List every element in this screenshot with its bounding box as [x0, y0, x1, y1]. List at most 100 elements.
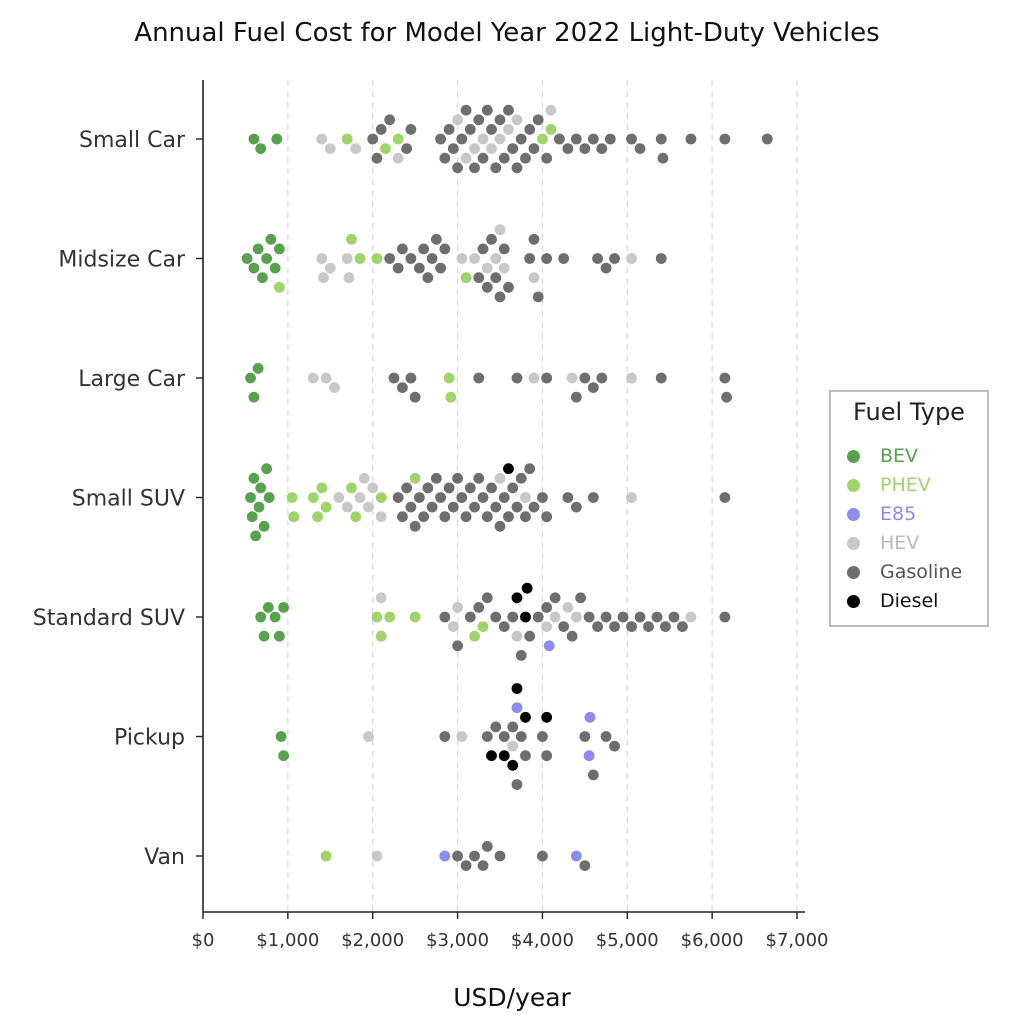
data-point-gasoline: [401, 482, 413, 494]
data-point-bev: [252, 243, 264, 255]
legend-label: PHEV: [880, 474, 931, 496]
data-point-gasoline: [498, 621, 510, 632]
data-point-gasoline: [507, 611, 519, 623]
data-point-gasoline: [537, 492, 548, 503]
data-point-hev: [452, 602, 463, 613]
data-point-hev: [486, 143, 497, 155]
data-point-gasoline: [418, 243, 430, 255]
data-point-gasoline: [579, 860, 591, 871]
data-point-bev: [253, 501, 265, 513]
data-point-gasoline: [685, 133, 697, 145]
data-point-gasoline: [515, 650, 527, 661]
legend: Fuel Type BEV PHEV E85 HEV Gasoline Diesel: [829, 390, 989, 627]
data-point-phev: [341, 133, 353, 145]
data-point-e85: [543, 640, 555, 652]
legend-marker: [847, 449, 860, 463]
data-point-hev: [456, 253, 468, 264]
data-point-gasoline: [439, 152, 451, 164]
data-point-bev: [246, 511, 258, 523]
data-point-gasoline: [655, 372, 667, 384]
data-point-phev: [460, 272, 472, 284]
legend-label: Diesel: [880, 590, 939, 612]
data-point-gasoline: [426, 501, 438, 513]
data-point-gasoline: [397, 382, 408, 393]
data-point-gasoline: [405, 253, 417, 264]
data-point-bev: [245, 492, 256, 503]
legend-marker: [847, 536, 860, 550]
data-point-hev: [626, 372, 637, 384]
data-point-hev: [316, 133, 328, 145]
x-tick-label: $2,000: [341, 930, 404, 951]
data-point-gasoline: [503, 104, 514, 116]
data-point-bev: [265, 233, 277, 245]
data-point-phev: [375, 630, 387, 642]
data-point-hev: [503, 123, 514, 135]
data-point-gasoline: [439, 731, 451, 742]
data-point-hev: [333, 492, 345, 503]
data-point-gasoline: [511, 162, 523, 174]
data-point-bev: [271, 133, 283, 145]
data-point-gasoline: [477, 492, 489, 503]
data-point-gasoline: [520, 750, 531, 762]
data-point-gasoline: [554, 133, 565, 145]
data-point-gasoline: [452, 472, 463, 484]
x-axis-label: USD/year: [453, 983, 571, 1012]
data-point-hev: [494, 133, 506, 145]
data-point-gasoline: [481, 841, 493, 852]
data-point-gasoline: [460, 104, 472, 116]
data-point-hev: [363, 731, 374, 742]
category-label: Standard SUV: [33, 606, 185, 631]
data-point-hev: [392, 152, 404, 164]
data-point-bev: [261, 253, 273, 264]
data-point-gasoline: [490, 721, 502, 733]
data-point-bev: [258, 630, 270, 642]
data-point-diesel: [511, 683, 523, 694]
data-points: [241, 104, 773, 871]
data-point-gasoline: [587, 492, 599, 503]
data-point-diesel: [521, 582, 533, 594]
data-point-bev: [269, 262, 281, 274]
data-point-gasoline: [587, 382, 599, 393]
data-point-e85: [570, 850, 582, 862]
data-point-gasoline: [579, 372, 591, 384]
data-point-gasoline: [592, 253, 603, 264]
legend-item-phev: PHEV: [847, 471, 931, 499]
data-point-bev: [258, 520, 270, 532]
data-point-gasoline: [456, 492, 468, 503]
legend-marker: [847, 507, 860, 521]
x-tick-label: $5,000: [596, 930, 659, 951]
data-point-gasoline: [609, 621, 620, 632]
data-point-bev: [275, 731, 287, 742]
data-point-gasoline: [549, 592, 561, 604]
x-tick-label: $0: [192, 930, 215, 951]
data-point-gasoline: [541, 152, 553, 164]
data-point-phev: [537, 133, 548, 145]
legend-title: Fuel Type: [853, 398, 965, 426]
data-point-gasoline: [430, 472, 442, 484]
data-point-hev: [320, 372, 332, 384]
data-point-gasoline: [418, 511, 430, 523]
data-point-gasoline: [498, 492, 510, 503]
data-point-gasoline: [524, 253, 536, 264]
grid-lines: [287, 80, 798, 912]
data-point-gasoline: [490, 501, 502, 513]
data-point-hev: [498, 262, 510, 274]
data-point-gasoline: [447, 143, 459, 155]
data-point-bev: [263, 492, 275, 503]
data-point-bev: [248, 133, 260, 145]
data-point-bev: [248, 262, 260, 274]
data-point-hev: [528, 372, 540, 384]
data-point-phev: [477, 621, 489, 632]
legend-label: Gasoline: [880, 561, 963, 583]
legend-label: E85: [880, 503, 917, 525]
data-point-gasoline: [651, 611, 663, 623]
data-point-gasoline: [528, 233, 540, 245]
data-point-bev: [261, 463, 273, 475]
data-point-phev: [320, 850, 332, 862]
data-point-hev: [367, 482, 379, 494]
data-point-gasoline: [575, 592, 587, 604]
category-label: Large Car: [78, 367, 186, 392]
data-point-gasoline: [384, 114, 396, 126]
data-point-gasoline: [655, 133, 667, 145]
data-point-gasoline: [401, 143, 413, 155]
